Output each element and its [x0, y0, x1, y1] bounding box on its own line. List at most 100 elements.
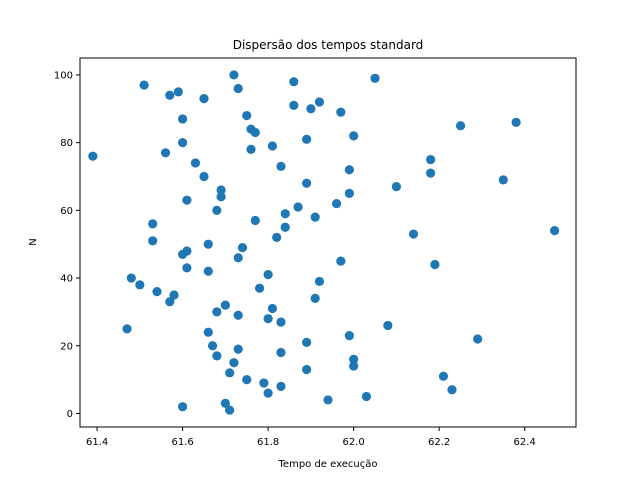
scatter-point: [173, 87, 183, 97]
scatter-point: [426, 168, 436, 178]
scatter-point: [203, 327, 213, 337]
scatter-point: [122, 324, 132, 334]
scatter-point: [126, 273, 136, 283]
scatter-point: [455, 121, 466, 131]
scatter-point: [182, 246, 192, 256]
scatter-point: [302, 134, 312, 144]
y-axis-ticks: 0 20 40 60 80 100: [54, 70, 80, 420]
scatter-point: [293, 202, 303, 212]
scatter-point: [276, 381, 286, 391]
scatter-point: [511, 117, 521, 127]
points-layer: [88, 70, 560, 415]
x-tick-label: 61.8: [257, 437, 279, 448]
x-tick-label: 62.2: [428, 437, 450, 448]
scatter-point: [336, 256, 346, 266]
x-tick-label: 62.4: [514, 437, 536, 448]
scatter-point: [233, 253, 243, 263]
scatter-point: [310, 293, 320, 303]
scatter-point: [250, 127, 260, 138]
scatter-point: [229, 358, 239, 368]
scatter-point: [302, 178, 312, 188]
scatter-point: [225, 405, 235, 415]
scatter-point: [165, 90, 175, 100]
scatter-point: [289, 77, 299, 87]
scatter-point: [152, 286, 162, 297]
scatter-point: [289, 100, 299, 110]
scatter-point: [242, 110, 252, 121]
scatter-point: [276, 161, 286, 171]
scatter-point: [267, 141, 278, 151]
scatter-point: [349, 354, 359, 364]
scatter-point: [259, 378, 269, 388]
scatter-point: [349, 131, 359, 141]
scatter-point: [498, 175, 508, 185]
scatter-point: [203, 266, 213, 276]
scatter-point: [242, 375, 252, 385]
scatter-point: [182, 263, 192, 273]
scatter-point: [203, 239, 213, 249]
scatter-point: [216, 185, 226, 195]
y-tick-label: 20: [60, 341, 73, 352]
y-tick-label: 0: [67, 409, 73, 420]
scatter-point: [169, 290, 179, 300]
scatter-point: [344, 165, 354, 175]
scatter-point: [220, 300, 230, 310]
scatter-point: [473, 334, 483, 344]
scatter-point: [263, 314, 273, 324]
scatter-point: [310, 212, 320, 222]
scatter-point: [148, 236, 158, 246]
scatter-point: [383, 320, 393, 331]
scatter-point: [139, 80, 149, 90]
y-tick-label: 100: [54, 70, 73, 81]
scatter-point: [267, 303, 278, 314]
scatter-point: [148, 219, 158, 229]
scatter-point: [331, 198, 342, 209]
scatter-point: [344, 188, 354, 199]
plot-frame: [79, 57, 577, 428]
scatter-point: [426, 154, 436, 165]
scatter-point: [370, 73, 380, 83]
scatter-point: [408, 229, 419, 239]
y-tick-label: 60: [60, 206, 73, 217]
scatter-point: [216, 192, 226, 202]
scatter-point: [178, 402, 188, 412]
y-tick-label: 80: [60, 138, 73, 149]
x-tick-label: 61.4: [86, 437, 108, 448]
scatter-point: [160, 148, 171, 158]
scatter-point: [190, 158, 201, 168]
scatter-point: [344, 331, 354, 341]
scatter-point: [212, 351, 222, 361]
scatter-point: [212, 307, 222, 317]
x-axis-title: Tempo de execução: [278, 459, 378, 470]
scatter-point: [361, 391, 372, 402]
scatter-point: [178, 114, 188, 124]
scatter-point: [280, 222, 290, 232]
scatter-point: [438, 371, 449, 381]
scatter-point: [220, 398, 230, 408]
scatter-point: [306, 104, 316, 114]
scatter-point: [165, 297, 175, 307]
scatter-point: [254, 283, 265, 293]
scatter-point: [280, 209, 290, 219]
scatter-point: [88, 151, 98, 161]
scatter-point: [263, 270, 273, 280]
scatter-point: [212, 205, 222, 215]
scatter-point: [199, 171, 209, 182]
scatter-point: [199, 94, 209, 104]
scatter-point: [302, 337, 312, 347]
scatter-point: [447, 385, 457, 395]
scatter-point: [246, 144, 256, 154]
y-axis-title: N: [28, 238, 39, 245]
scatter-point: [391, 182, 402, 192]
scatter-point: [276, 347, 286, 358]
scatter-point: [349, 361, 359, 371]
scatter-point: [233, 83, 243, 94]
scatter-point: [178, 138, 188, 148]
scatter-point: [276, 317, 286, 327]
x-tick-label: 61.6: [171, 437, 193, 448]
scatter-point: [430, 259, 440, 270]
scatter-point: [233, 344, 243, 354]
scatter-point: [263, 388, 273, 398]
